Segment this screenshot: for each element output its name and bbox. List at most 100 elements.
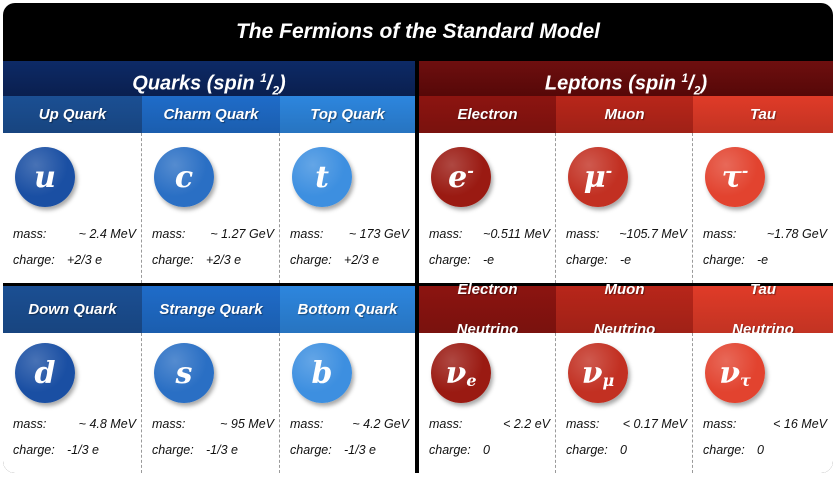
leptons-spin-numerator: 1 (681, 71, 689, 85)
charge-label: charge: (290, 253, 332, 267)
mass-value: ~ 95 MeV (220, 417, 274, 431)
charge-value: -e (620, 253, 632, 267)
cell-separator (692, 333, 693, 473)
particle-name: Top Quark (310, 105, 385, 123)
charge-value: +2/3 e (344, 253, 380, 267)
charge-label: charge: (152, 443, 194, 457)
cell-separator (692, 133, 693, 283)
particle-name: Charm Quark (163, 105, 259, 123)
particle-symbol-superscript: - (605, 160, 613, 180)
particle-name: Down Quark (28, 300, 117, 318)
leptons-spin-denominator: 2 (693, 83, 701, 98)
charge-label: charge: (152, 253, 194, 267)
particle-symbol: ν (719, 355, 741, 391)
particle-cell-up-quark: u mass: ~ 2.4 MeV charge: +2/3 e (3, 133, 142, 283)
particle-symbol: d (34, 355, 56, 391)
particle-symbol-superscript: - (741, 160, 749, 180)
particle-name: Strange Quark (159, 300, 263, 318)
particle-symbol-subscript: e (466, 370, 477, 390)
charge-value: 0 (483, 443, 490, 457)
particle-symbol: b (311, 355, 333, 391)
charge-label: charge: (566, 443, 608, 457)
charge-label: charge: (429, 443, 471, 457)
particle-cell-electron: e - mass: ~0.511 MeV charge: -e (419, 133, 556, 283)
particle-symbol: s (175, 355, 193, 391)
particle-symbol-ball: d (15, 343, 75, 403)
particle-symbol-ball: μ- (568, 147, 628, 207)
particle-header-charm-quark: Charm Quark (142, 96, 280, 133)
particle-name: Muon (604, 280, 645, 298)
particle-header-tau-neutrino: Tau Neutrino (693, 281, 833, 338)
particle-symbol-ball: t (292, 147, 352, 207)
particle-symbol-subscript: τ (740, 370, 751, 390)
particle-name: Electron (457, 280, 518, 298)
fermions-table: The Fermions of the Standard Model Quark… (3, 3, 833, 473)
quarks-spin-numerator: 1 (260, 71, 267, 85)
charge-value: -1/3 e (344, 443, 376, 457)
charge-value: -e (483, 253, 495, 267)
particle-symbol: t (315, 159, 329, 195)
particle-header-top-quark: Top Quark (280, 96, 415, 133)
particle-name: Muon (604, 105, 645, 123)
particle-cell-strange-quark: s mass: ~ 95 MeV charge: -1/3 e (142, 333, 280, 473)
charge-label: charge: (703, 443, 745, 457)
particle-symbol: ν (445, 355, 467, 391)
charge-value: -1/3 e (206, 443, 238, 457)
cell-separator (141, 133, 142, 283)
particle-symbol-ball: c (154, 147, 214, 207)
charge-value: +2/3 e (206, 253, 242, 267)
particle-symbol-ball: e- (431, 147, 491, 207)
particle-cell-tau: τ - mass: ~1.78 GeV charge: -e (693, 133, 833, 283)
mass-value: < 2.2 eV (503, 417, 550, 431)
charge-label: charge: (566, 253, 608, 267)
mass-label: mass: (566, 417, 600, 431)
particle-cell-muon: μ - mass: ~105.7 MeV charge: -e (556, 133, 693, 283)
mass-value: ~ 1.27 GeV (210, 227, 274, 241)
particle-name: Tau (749, 280, 777, 298)
charge-value: -1/3 e (67, 443, 99, 457)
charge-value: +2/3 e (67, 253, 103, 267)
particle-name: Up Quark (38, 105, 107, 123)
particle-header-up-quark: Up Quark (3, 96, 142, 133)
cell-separator (555, 133, 556, 283)
particle-symbol: ν (581, 355, 603, 391)
cell-separator (279, 133, 280, 283)
charge-label: charge: (290, 443, 332, 457)
particle-symbol-subscript: μ (602, 370, 615, 390)
charge-label: charge: (703, 253, 745, 267)
particle-name: Bottom Quark (297, 300, 398, 318)
particle-symbol-superscript: - (467, 160, 474, 180)
mass-label: mass: (429, 417, 463, 431)
leptons-label: Leptons (spin (544, 72, 682, 95)
mass-value: ~ 2.4 MeV (78, 227, 136, 241)
mass-label: mass: (429, 227, 463, 241)
particle-cell-bottom-quark: b mass: ~ 4.2 GeV charge: -1/3 e (280, 333, 415, 473)
charge-label: charge: (13, 253, 55, 267)
particle-header-muon-neutrino: Muon Neutrino (556, 281, 693, 338)
mass-value: ~105.7 MeV (619, 227, 687, 241)
particle-header-electron-neutrino: Electron Neutrino (419, 281, 556, 338)
particle-symbol-ball: b (292, 343, 352, 403)
table-title: The Fermions of the Standard Model (235, 20, 601, 43)
quarks-section-header: Quarks (spin 1/2) (3, 61, 415, 98)
leptons-label-close: ) (700, 72, 708, 95)
charge-label: charge: (13, 443, 55, 457)
mass-label: mass: (13, 227, 47, 241)
mass-value: < 16 MeV (773, 417, 827, 431)
mass-value: ~ 4.8 MeV (78, 417, 136, 431)
particle-symbol: c (174, 159, 194, 195)
cell-separator (555, 333, 556, 473)
mass-label: mass: (703, 227, 737, 241)
particle-symbol: μ (583, 159, 606, 195)
quarks-spin-denominator: 2 (272, 83, 280, 98)
particle-header-bottom-quark: Bottom Quark (280, 286, 415, 333)
particle-symbol-ball: s (154, 343, 214, 403)
charge-label: charge: (429, 253, 471, 267)
charge-value: 0 (757, 443, 764, 457)
mass-label: mass: (152, 227, 186, 241)
particle-header-strange-quark: Strange Quark (142, 286, 280, 333)
particle-cell-electron-neutrino: ν e mass: < 2.2 eV charge: 0 (419, 333, 556, 473)
